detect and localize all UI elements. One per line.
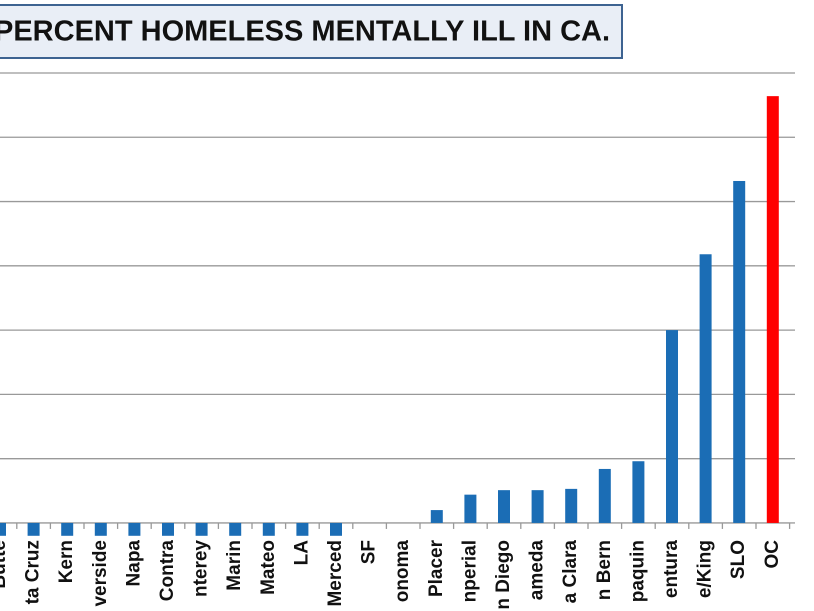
bar bbox=[598, 468, 611, 523]
bar bbox=[61, 522, 74, 536]
bar bbox=[330, 522, 342, 536]
bar bbox=[162, 522, 174, 536]
bar bbox=[430, 510, 443, 523]
x-tick-label: Mateo bbox=[258, 540, 279, 595]
bar bbox=[699, 254, 712, 523]
x-tick-label: Placer bbox=[426, 539, 447, 597]
bar bbox=[464, 494, 477, 523]
bar bbox=[498, 490, 510, 523]
bar bbox=[766, 96, 779, 523]
x-tick-label: paquin bbox=[627, 540, 648, 602]
x-tick-label: a Clara bbox=[560, 540, 581, 604]
x-tick-label: Merced bbox=[325, 540, 346, 607]
x-tick-label: Butte bbox=[0, 540, 10, 589]
x-tick-label: verside bbox=[90, 540, 111, 607]
x-tick-label: LA bbox=[291, 540, 312, 566]
x-tick-label: nterey bbox=[191, 540, 212, 597]
bar bbox=[262, 522, 275, 536]
x-tick-label: SLO bbox=[728, 540, 749, 579]
x-tick-label: Contra bbox=[157, 540, 178, 602]
x-tick-label: onoma bbox=[392, 540, 413, 603]
x-tick-label: n Diego bbox=[493, 540, 514, 610]
x-tick-label: OC bbox=[762, 540, 783, 569]
bar bbox=[195, 522, 208, 536]
bar bbox=[27, 522, 40, 536]
x-tick-label: Napa bbox=[123, 540, 144, 587]
bar bbox=[565, 488, 578, 523]
x-tick-label: Marin bbox=[224, 540, 245, 591]
bar bbox=[632, 461, 645, 523]
x-tick-label: n Bern bbox=[594, 540, 615, 600]
bar bbox=[296, 522, 309, 536]
x-tick-label: ameda bbox=[527, 540, 548, 601]
x-tick-label: e/King bbox=[695, 540, 716, 598]
x-tick-label: Kern bbox=[56, 540, 77, 583]
x-tick-label: nperial bbox=[459, 540, 480, 602]
bar bbox=[733, 180, 746, 523]
bar bbox=[0, 522, 6, 536]
x-tick-label: SF bbox=[359, 540, 380, 564]
bar bbox=[531, 490, 544, 523]
bar bbox=[128, 522, 141, 536]
bar bbox=[666, 330, 678, 523]
bar bbox=[94, 522, 107, 536]
x-tick-label: entura bbox=[661, 540, 682, 599]
bar bbox=[229, 522, 242, 536]
chart-title: PERCENT HOMELESS MENTALLY ILL IN CA. bbox=[0, 16, 610, 48]
x-tick-label: ta Cruz bbox=[23, 540, 44, 604]
title-box bbox=[0, 4, 623, 59]
